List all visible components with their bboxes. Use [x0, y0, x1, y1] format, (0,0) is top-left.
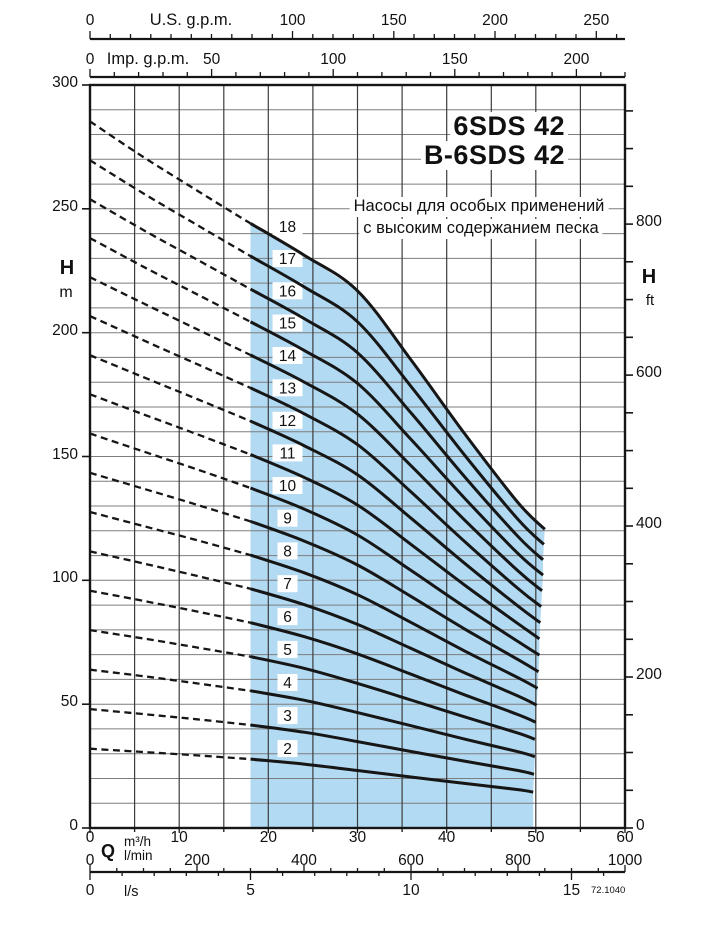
curve-stage-label: 7 [283, 576, 292, 593]
curve-dashed-segment [89, 628, 251, 658]
curve-stage-5: 5 [89, 628, 536, 741]
curve-label-bg [272, 444, 303, 462]
curve-dashed-segment [89, 707, 251, 727]
curve-label-bg [277, 640, 298, 658]
curve-dashed-segment [89, 315, 251, 389]
curve-stage-2: 2 [89, 740, 534, 794]
curve-stage-label: 11 [279, 445, 295, 462]
curve-dashed-segment [89, 747, 251, 761]
curve-label-bg [272, 411, 303, 429]
curve-label-bg [277, 509, 298, 527]
curve-solid-segment [250, 723, 535, 776]
curve-solid-segment [249, 419, 542, 624]
curve-stage-label: 9 [283, 511, 292, 528]
curve-stage-label: 2 [283, 741, 292, 758]
curve-solid-segment [250, 689, 536, 759]
flow-lmin-ls-axis [89, 865, 626, 880]
curve-label-bg [272, 282, 303, 300]
plot-border [88, 83, 627, 830]
curve-stage-label: 5 [283, 642, 292, 659]
curve-stage-14: 14 [89, 276, 544, 592]
curve-solid-segment [250, 655, 536, 741]
us-gpm-axis [89, 31, 625, 41]
curve-solid-segment [250, 621, 537, 724]
curve-solid-segment [249, 287, 545, 561]
curve-stage-4: 4 [89, 668, 536, 759]
curve-solid-segment [250, 553, 539, 690]
curve-dashed-segment [89, 668, 251, 692]
curve-solid-segment [249, 353, 544, 592]
curve-stage-label: 15 [279, 316, 296, 333]
curve-stage-6: 6 [89, 589, 537, 724]
curve-solid-segment [249, 254, 545, 546]
curve-stage-13: 13 [89, 315, 543, 608]
curve-solid-segment [250, 587, 538, 707]
curve-label-bg [272, 217, 303, 235]
curve-label-bg [277, 674, 298, 691]
curve-stage-label: 10 [279, 478, 297, 495]
curve-label-bg [272, 250, 303, 267]
curve-stage-label: 4 [283, 675, 292, 692]
curve-dashed-segment [89, 471, 251, 523]
curve-label-bg [277, 740, 298, 758]
curve-stage-17: 17 [89, 159, 545, 546]
curve-dashed-segment [89, 510, 251, 557]
curve-stage-label: 18 [279, 219, 296, 236]
head-ft-axis-ticks [625, 110, 633, 829]
curve-label-bg [277, 707, 298, 725]
curve-stage-10: 10 [89, 432, 541, 657]
curve-stage-7: 7 [89, 550, 538, 707]
curve-stage-label: 17 [279, 251, 296, 268]
curve-stage-label: 14 [279, 348, 297, 365]
curve-dashed-segment [89, 159, 252, 258]
curve-label-bg [272, 347, 303, 364]
curve-solid-segment [249, 320, 544, 577]
curve-stage-11: 11 [89, 393, 541, 641]
curve-dashed-segment [89, 237, 252, 323]
curve-stage-12: 12 [89, 354, 542, 624]
curve-dashed-segment [89, 198, 252, 291]
curve-stage-9: 9 [89, 471, 540, 673]
curve-stage-15: 15 [89, 237, 544, 577]
curve-stage-label: 13 [279, 380, 296, 397]
curve-label-bg [272, 379, 303, 397]
curve-stage-label: 8 [283, 543, 292, 560]
curve-dashed-segment [89, 120, 252, 225]
curve-dashed-segment [89, 550, 251, 590]
curve-label-bg [277, 575, 298, 593]
curve-label-bg [277, 542, 298, 560]
curve-label-bg [272, 477, 303, 494]
curve-solid-segment [249, 386, 543, 608]
imp-gpm-axis [89, 69, 626, 79]
curve-stage-18: 18 [89, 120, 546, 531]
curve-dashed-segment [89, 393, 251, 456]
curve-label-bg [272, 314, 303, 332]
curve-solid-segment [249, 486, 541, 657]
curve-dashed-segment [89, 276, 252, 357]
curve-label-bg [277, 608, 298, 626]
curve-stage-8: 8 [89, 510, 539, 690]
curve-stage-3: 3 [89, 707, 535, 776]
curve-stage-label: 12 [279, 413, 296, 430]
curve-dashed-segment [89, 354, 251, 423]
curve-stage-label: 6 [283, 609, 292, 626]
curve-dashed-segment [89, 589, 251, 624]
curve-dashed-segment [89, 432, 251, 490]
curve-solid-segment [249, 222, 546, 531]
curve-solid-segment [250, 757, 534, 794]
curve-solid-segment [249, 519, 540, 673]
curve-solid-segment [249, 453, 541, 641]
curve-stage-16: 16 [89, 198, 545, 561]
head-m-axis-ticks [82, 84, 90, 829]
curve-stage-label: 3 [283, 708, 292, 725]
curve-stage-label: 16 [279, 283, 296, 300]
